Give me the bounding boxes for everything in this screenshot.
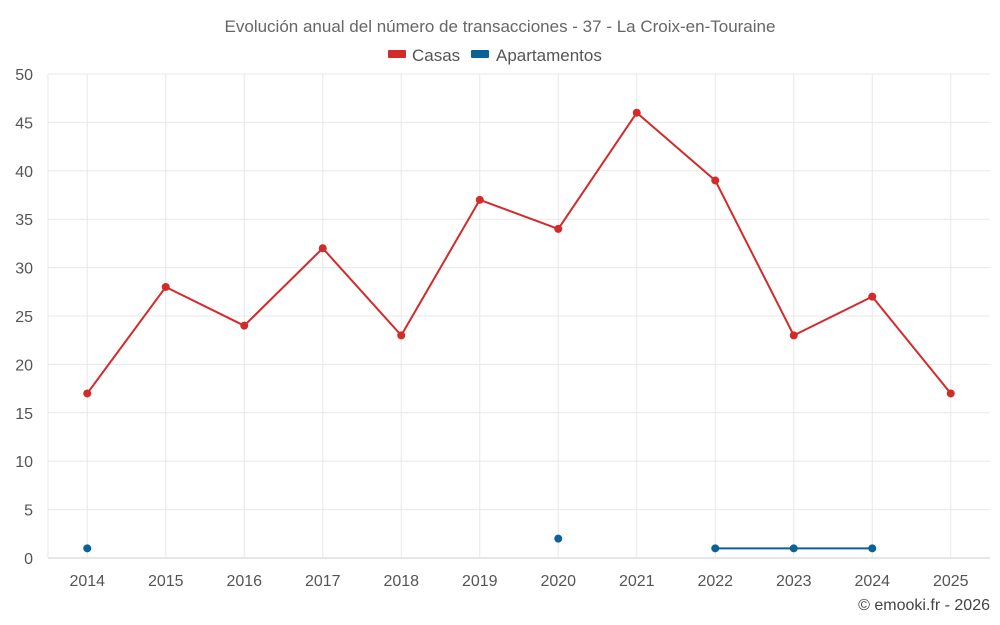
series <box>83 108 955 553</box>
grid <box>47 73 990 559</box>
legend-swatch-casas <box>388 50 406 58</box>
data-point[interactable] <box>83 389 92 398</box>
legend-label-casas: Casas <box>412 46 460 65</box>
legend: Casas Apartamentos <box>388 46 602 65</box>
data-point[interactable] <box>554 224 563 233</box>
y-tick-label: 20 <box>15 357 33 374</box>
y-tick-label: 50 <box>15 67 33 84</box>
data-point[interactable] <box>789 544 798 553</box>
chart-title: Evolución anual del número de transaccio… <box>225 17 776 36</box>
series-casas <box>83 108 955 398</box>
x-tick-label: 2024 <box>854 573 890 590</box>
data-point[interactable] <box>397 331 406 340</box>
data-point[interactable] <box>632 108 641 117</box>
data-point[interactable] <box>711 176 720 185</box>
y-tick-label: 0 <box>24 551 33 568</box>
y-tick-label: 10 <box>15 454 33 471</box>
x-tick-label: 2017 <box>305 573 341 590</box>
data-point[interactable] <box>554 534 563 543</box>
y-tick-label: 35 <box>15 212 33 229</box>
x-tick-label: 2015 <box>148 573 184 590</box>
data-point[interactable] <box>83 544 92 553</box>
series-line <box>86 111 952 395</box>
x-axis-ticks: 2014 2015 2016 2017 2018 2019 2020 2021 2022 2023… <box>69 573 968 590</box>
y-tick-label: 45 <box>15 115 33 132</box>
data-point[interactable] <box>711 544 720 553</box>
y-tick-label: 25 <box>15 309 33 326</box>
data-point[interactable] <box>946 389 955 398</box>
y-axis-ticks: 0 5 10 15 20 25 30 35 40 45 50 <box>15 67 33 568</box>
y-tick-label: 5 <box>24 503 33 520</box>
data-point[interactable] <box>868 544 877 553</box>
y-tick-label: 30 <box>15 261 33 278</box>
data-point[interactable] <box>475 195 484 204</box>
x-tick-label: 2025 <box>933 573 969 590</box>
data-point[interactable] <box>240 321 249 330</box>
x-tick-label: 2020 <box>540 573 576 590</box>
y-tick-label: 40 <box>15 164 33 181</box>
x-tick-label: 2019 <box>462 573 498 590</box>
data-point[interactable] <box>161 282 170 291</box>
x-tick-label: 2018 <box>383 573 419 590</box>
series-apartamentos <box>83 534 877 553</box>
x-tick-label: 2022 <box>697 573 733 590</box>
data-point[interactable] <box>868 292 877 301</box>
legend-item-apartamentos[interactable]: Apartamentos <box>471 46 602 65</box>
x-tick-label: 2023 <box>776 573 812 590</box>
x-tick-label: 2016 <box>226 573 262 590</box>
credit-text: © emooki.fr - 2026 <box>858 597 990 614</box>
legend-label-apartamentos: Apartamentos <box>496 46 602 65</box>
x-tick-label: 2021 <box>619 573 655 590</box>
data-point[interactable] <box>789 331 798 340</box>
y-tick-label: 15 <box>15 406 33 423</box>
x-tick-label: 2014 <box>69 573 105 590</box>
legend-swatch-apartamentos <box>471 50 489 58</box>
data-point[interactable] <box>318 244 327 253</box>
legend-item-casas[interactable]: Casas <box>388 46 460 65</box>
